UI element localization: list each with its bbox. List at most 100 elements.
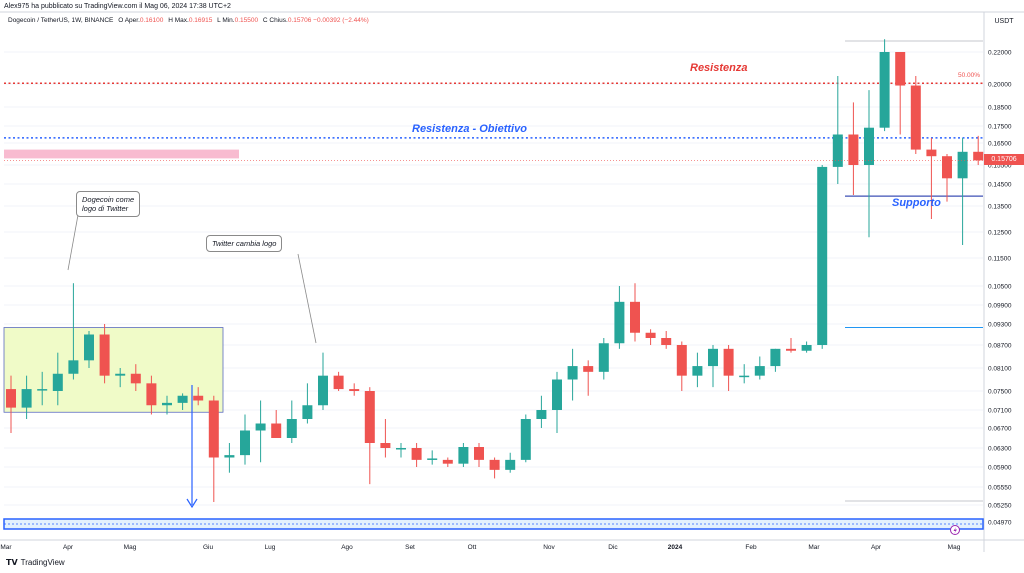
callout1-pointer (67, 214, 79, 271)
time-tick-label: Ago (341, 544, 353, 551)
candle-body (6, 389, 16, 408)
candle-body (427, 458, 438, 460)
price-tick-label: 0.22000 (988, 50, 1012, 57)
candle-body (224, 455, 235, 458)
close-label: Chius. (269, 17, 288, 24)
price-tick-label: 0.17500 (988, 124, 1012, 131)
price-tick-label: 0.04970 (988, 520, 1012, 527)
publisher-line: Alex975 ha pubblicato su TradingView.com… (4, 3, 231, 10)
time-tick-label: Nov (543, 544, 555, 551)
time-tick-label: Mar (0, 544, 12, 551)
open-key: O (118, 17, 124, 24)
candle-body (333, 375, 344, 390)
candle-body (832, 134, 843, 167)
candle-body (754, 366, 765, 376)
candle-body (723, 348, 734, 376)
open-value: 0.16100 (139, 17, 164, 24)
candle-body (848, 134, 859, 165)
candle-body (817, 166, 828, 345)
low-label: Min. (222, 17, 235, 24)
price-tick-label: 0.10500 (988, 284, 1012, 291)
time-tick-label: Mag (948, 544, 961, 551)
tradingview-logo-icon: 𝗧𝗩 (6, 558, 18, 567)
candle-body (177, 395, 188, 403)
candle-body (130, 373, 141, 384)
change-value: −0.00392 (−2.44%) (313, 17, 369, 24)
candle-body (770, 348, 781, 367)
candle-body (661, 338, 672, 345)
candle-body (99, 334, 110, 376)
high-value: 0.16915 (188, 17, 213, 24)
time-tick-label: Lug (265, 544, 276, 551)
symbol-legend: Dogecoin / TetherUS, 1W, BINANCE O Aper.… (8, 17, 369, 24)
brand-name: TradingView (20, 558, 65, 567)
arrow-down-icon (186, 498, 198, 509)
candle-body (676, 345, 687, 376)
candle-body (208, 400, 219, 458)
callout-dogecoin-logo[interactable]: Dogecoin come logo di Twitter (76, 191, 141, 217)
fib-percent-label: 50.00% (958, 72, 981, 79)
candle-body (115, 373, 126, 376)
price-tick-label: 0.18500 (988, 105, 1012, 112)
callout-twitter-logo[interactable]: Twitter cambia logo (206, 235, 283, 252)
candle-body (957, 151, 968, 179)
candle-body (396, 448, 406, 450)
price-tick-label: 0.08700 (988, 343, 1012, 350)
candle-body (630, 301, 640, 333)
high-label: Max. (174, 17, 189, 24)
low-key: L (217, 17, 221, 24)
candle-body (505, 459, 516, 470)
supporto-label: Supporto (892, 197, 941, 209)
candle-body (52, 373, 63, 391)
candle-body (926, 149, 937, 157)
resistenza-label: Resistenza (690, 62, 748, 74)
time-tick-label: Giu (203, 544, 214, 551)
candle-body (37, 389, 48, 391)
candle-body (364, 391, 375, 443)
candle-body (68, 360, 79, 374)
symbol-name: Dogecoin / TetherUS, 1W, BINANCE (8, 17, 114, 24)
high-key: H (168, 17, 173, 24)
close-key: C (262, 17, 268, 24)
yellow-zone (3, 327, 224, 413)
time-tick-label: Ott (468, 544, 477, 551)
candle-body (910, 85, 921, 150)
time-tick-label: Set (405, 544, 415, 551)
time-tick-label: Dic (608, 544, 618, 551)
candle-body (520, 419, 531, 460)
price-tick-label: 0.05900 (988, 465, 1012, 472)
candle-body (583, 366, 594, 372)
callout2-text: Twitter cambia logo (212, 239, 277, 248)
candle-body (458, 447, 469, 464)
candle-body (942, 156, 952, 179)
candle-body (645, 332, 656, 338)
candle-body (739, 375, 750, 378)
candle-body (318, 375, 328, 406)
candle-body (21, 389, 32, 408)
time-tick-label: Mag (124, 544, 137, 551)
callout1-line1: Dogecoin come (82, 195, 135, 204)
price-tick-label: 0.14500 (988, 182, 1012, 189)
price-tick-label: 0.12500 (988, 230, 1012, 237)
close-value: 0.15706 (287, 17, 312, 24)
time-tick-label: Mar (808, 544, 820, 551)
callout2-pointer (297, 253, 317, 344)
candle-body (474, 447, 484, 460)
candle-body (536, 410, 547, 419)
currency-label[interactable]: USDT (994, 18, 1014, 25)
candle-body (801, 345, 812, 351)
candle-body (598, 343, 609, 372)
candle-body (895, 52, 906, 86)
candle-body (489, 459, 500, 470)
price-tick-label: 0.15500 (988, 163, 1012, 170)
candle-body (349, 389, 360, 391)
candle-body (302, 405, 313, 419)
candle-body (411, 448, 422, 460)
price-tick-label: 0.05250 (988, 503, 1012, 510)
time-tick-label: Feb (745, 544, 757, 551)
candle-body (973, 151, 984, 161)
candle-body (84, 334, 94, 361)
candle-body (864, 127, 874, 165)
tradingview-brand: 𝗧𝗩 TradingView (6, 558, 65, 567)
